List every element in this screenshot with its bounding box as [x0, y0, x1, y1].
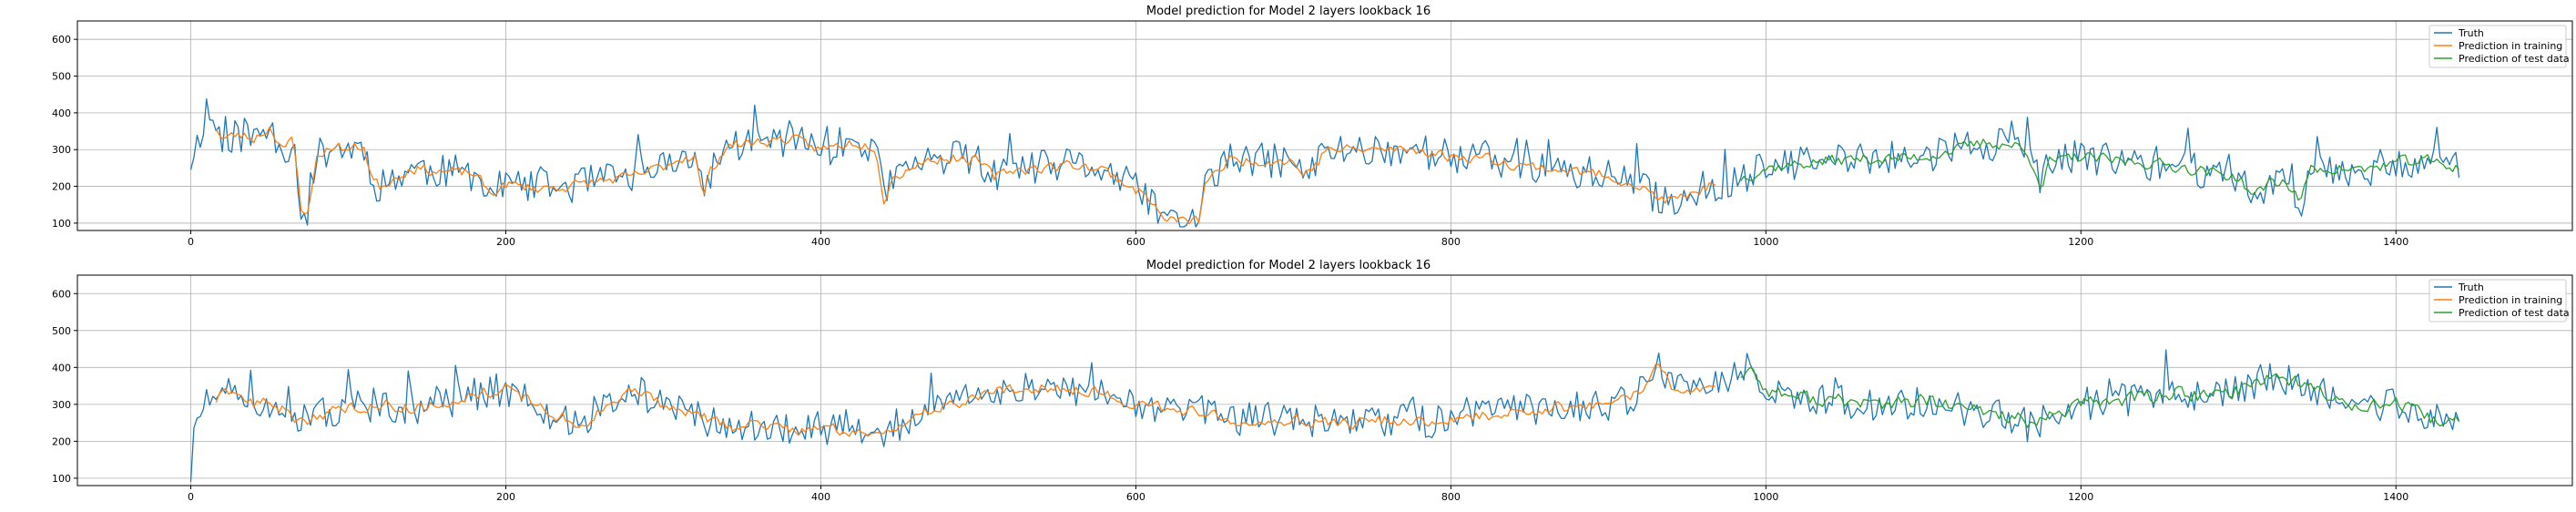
chart-top-ticks: 0 200 400 600 800 1000 1200 1400 100 200 300 400 500… — [52, 34, 2408, 248]
chart-bottom: Model prediction for Model 2 layers look… — [52, 259, 2573, 503]
y-tick-label: 300 — [52, 144, 71, 156]
series-line-test — [1740, 138, 2460, 201]
legend-label-truth: Truth — [2458, 27, 2484, 39]
chart-bottom-grid — [77, 275, 2572, 486]
y-tick-label: 500 — [52, 325, 71, 337]
series-line-test — [1740, 366, 2460, 428]
x-tick-label: 1000 — [1753, 236, 1778, 248]
x-tick-label: 1000 — [1753, 491, 1778, 503]
x-tick-label: 400 — [811, 491, 830, 503]
legend-label-train: Prediction in training — [2459, 294, 2562, 306]
legend-box — [2428, 25, 2567, 68]
series-line-truth — [189, 349, 2460, 482]
y-tick-label: 300 — [52, 399, 71, 411]
x-tick-label: 800 — [1441, 491, 1461, 503]
y-tick-label: 100 — [52, 473, 71, 485]
chart-top-title: Model prediction for Model 2 layers look… — [1146, 5, 1431, 18]
chart-bottom-axes-frame — [76, 274, 2573, 486]
chart-bottom-ticks: 0 200 400 600 800 1000 1200 1400 100 200 300 400 500… — [52, 288, 2408, 503]
x-tick-label: 200 — [496, 491, 515, 503]
y-tick-label: 400 — [52, 108, 71, 119]
series-line-train — [215, 127, 1716, 225]
x-tick-label: 800 — [1441, 236, 1461, 248]
chart-bottom-title: Model prediction for Model 2 layers look… — [1146, 259, 1431, 272]
x-tick-label: 1400 — [2383, 491, 2408, 503]
chart-top-legend: Truth Prediction in training Prediction … — [2428, 25, 2570, 68]
x-tick-label: 1200 — [2068, 491, 2093, 503]
x-tick-label: 200 — [496, 236, 515, 248]
chart-top-axes-frame — [76, 20, 2573, 231]
y-tick-label: 600 — [52, 288, 71, 300]
y-tick-label: 600 — [52, 34, 71, 46]
series-line-train — [215, 364, 1716, 437]
legend-box — [2428, 279, 2567, 323]
legend-label-test: Prediction of test data — [2459, 307, 2570, 319]
y-tick-label: 200 — [52, 181, 71, 193]
y-tick-label: 100 — [52, 218, 71, 230]
series-line-truth — [189, 98, 2460, 228]
chart-bottom-legend: Truth Prediction in training Prediction … — [2428, 279, 2570, 323]
y-tick-label: 500 — [52, 71, 71, 83]
chart-top: Model prediction for Model 2 layers look… — [52, 5, 2573, 248]
legend-label-truth: Truth — [2458, 282, 2484, 293]
x-tick-label: 0 — [188, 491, 194, 503]
x-tick-label: 400 — [811, 236, 830, 248]
x-tick-label: 1400 — [2383, 236, 2408, 248]
legend-label-train: Prediction in training — [2459, 40, 2562, 52]
x-tick-label: 0 — [188, 236, 194, 248]
y-tick-label: 400 — [52, 362, 71, 374]
y-tick-label: 200 — [52, 435, 71, 447]
x-tick-label: 600 — [1126, 236, 1145, 248]
x-tick-label: 1200 — [2068, 236, 2093, 248]
chart-bottom-series — [189, 349, 2460, 482]
legend-label-test: Prediction of test data — [2459, 53, 2570, 65]
chart-top-series — [189, 98, 2460, 228]
x-tick-label: 600 — [1126, 491, 1145, 503]
